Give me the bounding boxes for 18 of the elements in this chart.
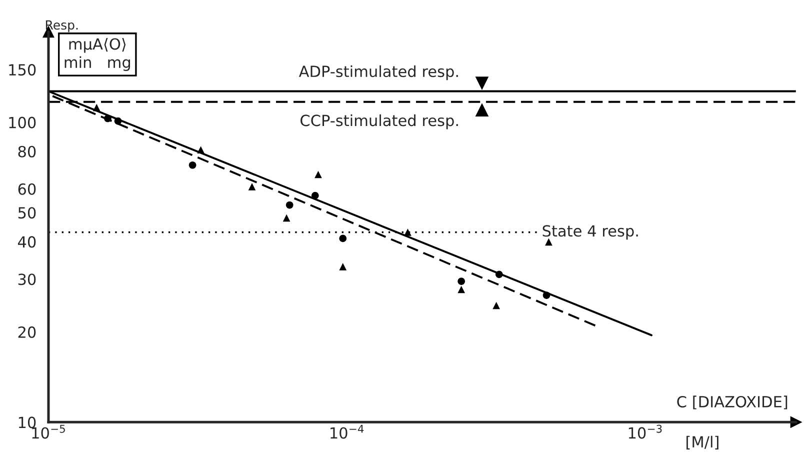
annotation: mμA⟨O⟩ min mg	[64, 38, 130, 71]
text: [M/l]	[686, 436, 718, 450]
y-tick-label: 150	[9, 64, 36, 76]
y-axis-title: Resp.	[46, 20, 78, 32]
y-tick-label: 20	[18, 326, 36, 338]
y-tick-label: 50	[18, 207, 36, 219]
x-axis-title: C [DIAZOXIDE]	[677, 396, 788, 410]
legend-label: ADP-stimulated resp.	[298, 65, 458, 80]
ref-line-label: State 4 resp.	[542, 225, 638, 240]
y-tick-label: 30	[18, 274, 36, 286]
y-tick-label: 80	[18, 146, 36, 158]
y-tick-label: 10	[18, 416, 36, 428]
y-tick-label: 40	[18, 236, 36, 248]
x-tick-label: 10$^{−4}$	[330, 424, 364, 439]
ref-line-label: CCP-stimulated resp.	[300, 114, 458, 130]
y-tick-label: 100	[9, 116, 36, 128]
x-tick-label: 10$^{−3}$	[628, 424, 662, 439]
y-tick-label: 60	[18, 183, 36, 195]
